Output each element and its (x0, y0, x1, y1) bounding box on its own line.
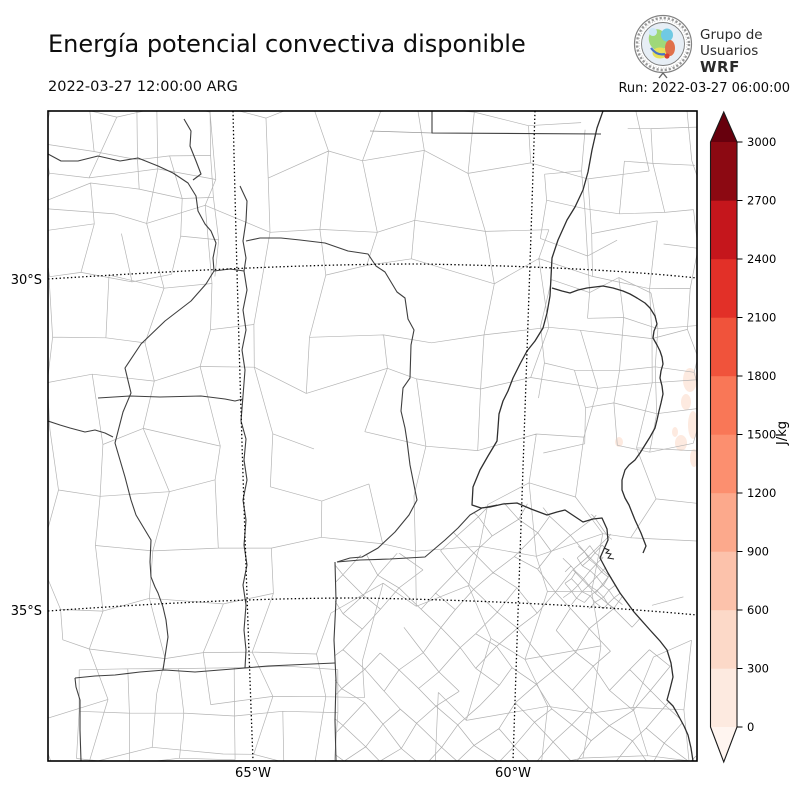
colorbar-under-arrow (710, 727, 737, 762)
map-layers (48, 111, 697, 761)
logo-text-line2: Usuarios (700, 43, 759, 59)
colorbar-segment (710, 200, 738, 260)
logo-text-line1: Grupo de (700, 27, 763, 43)
map-frame (47, 110, 698, 762)
colorbar-tick-label: 3000 (747, 135, 776, 149)
lat-label: 30°S (11, 273, 42, 288)
buenos-aires-mesh (335, 502, 697, 761)
colorbar-over-arrow (710, 112, 737, 142)
colorbar-tick-label: 300 (747, 662, 769, 676)
colorbar-tick-label: 0 (747, 720, 754, 734)
colorbar-segment (710, 141, 738, 201)
valid-datetime: 2022-03-27 12:00:00 ARG (48, 79, 238, 95)
colorbar-tick-label: 900 (747, 545, 769, 559)
colorbar-tick-label: 1800 (747, 369, 776, 383)
colorbar-tick-label: 2700 (747, 194, 776, 208)
colorbar-tick-label: 1200 (747, 486, 776, 500)
colorbar-segment (710, 668, 738, 728)
colorbar-segment (710, 492, 738, 552)
lon-label: 65°W (235, 766, 271, 781)
colorbar-segment (710, 317, 738, 377)
colorbar-tick-label: 2100 (747, 311, 776, 325)
river-coastline (471, 111, 694, 761)
city-mark (603, 547, 615, 560)
wrf-logo-icon (633, 14, 693, 79)
colorbar-unit-label: J/kg (775, 421, 790, 446)
figure-title: Energía potencial convectiva disponible (48, 30, 526, 58)
cape-shading (615, 368, 697, 467)
lon-label: 60°W (495, 766, 531, 781)
colorbar-tick-label: 1500 (747, 428, 776, 442)
logo-text-line3: WRF (700, 58, 740, 76)
province-borders (48, 111, 602, 761)
colorbar-segment (710, 434, 738, 494)
colorbar-tick-label: 600 (747, 603, 769, 617)
wrf-logo: Grupo de Usuarios WRF (630, 10, 798, 80)
colorbar-segment (710, 258, 738, 318)
colorbar: 0 300 600 900 1200 1500 1800 2100 2400 2700 3000 J/… (709, 110, 790, 764)
colorbar-segment (710, 551, 738, 611)
colorbar-segment (710, 375, 738, 435)
graticule (48, 111, 697, 761)
colorbar-segment (710, 609, 738, 669)
colorbar-tick-label: 2400 (747, 252, 776, 266)
lat-label: 35°S (11, 604, 42, 619)
run-datetime: Run: 2022-03-27 06:00:00 (618, 81, 790, 96)
